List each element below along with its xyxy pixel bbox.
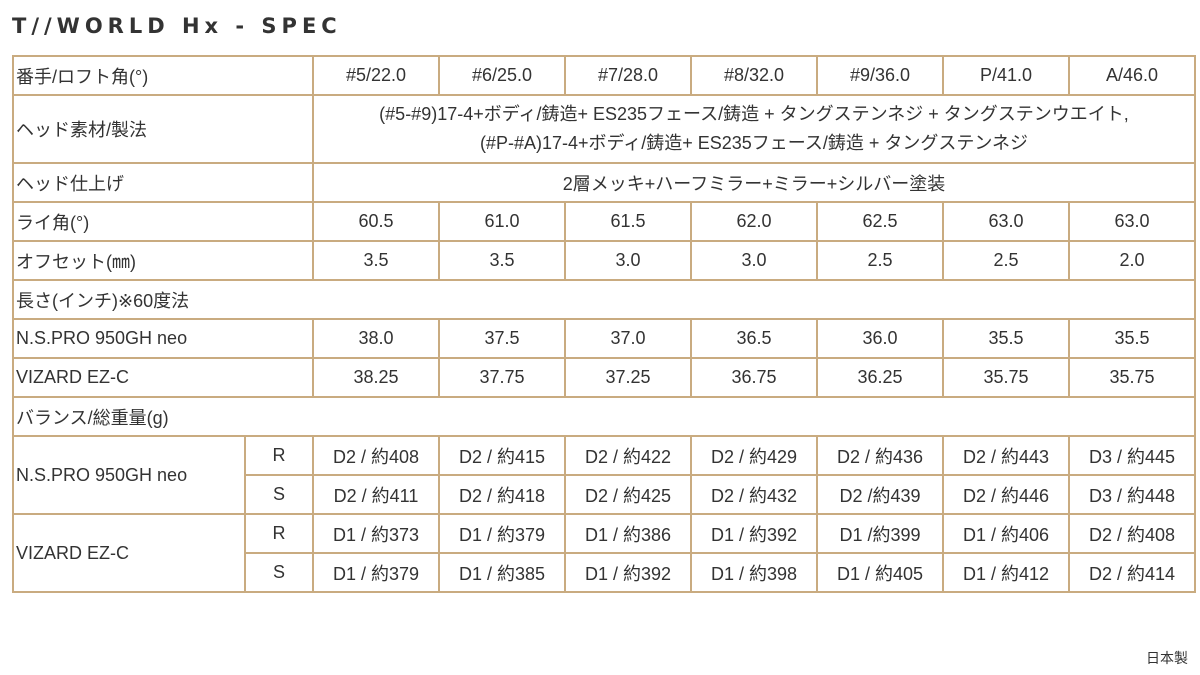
section-label: 長さ(インチ)※60度法 xyxy=(12,279,1196,320)
table-cell: D1 / 約379 xyxy=(312,552,440,593)
table-cell: D2 / 約415 xyxy=(438,435,566,476)
table-cell: D1 / 約373 xyxy=(312,513,440,554)
row-label: オフセット(㎜) xyxy=(12,240,314,281)
flex-label: R xyxy=(244,513,314,554)
head-material-row: ヘッド素材/製法 (#5-#9)17-4+ボディ/鋳造+ ES235フェース/鋳造… xyxy=(12,94,1196,164)
table-cell: D3 / 約448 xyxy=(1068,474,1196,515)
table-cell: D2 / 約432 xyxy=(690,474,818,515)
table-cell: D2 / 約443 xyxy=(942,435,1070,476)
table-cell: D2 /約439 xyxy=(816,474,944,515)
table-cell: 62.0 xyxy=(690,201,818,242)
column-header: #7/28.0 xyxy=(564,55,692,96)
row-label: ヘッド仕上げ xyxy=(12,162,314,203)
made-in-japan-note: 日本製 xyxy=(1146,650,1188,666)
table-cell: D1 / 約398 xyxy=(690,552,818,593)
table-cell: 63.0 xyxy=(1068,201,1196,242)
table-cell: D1 / 約412 xyxy=(942,552,1070,593)
shaft-name: N.S.PRO 950GH neo xyxy=(12,318,314,359)
table-cell: 37.5 xyxy=(438,318,566,359)
table-cell: D1 / 約386 xyxy=(564,513,692,554)
balance-header-row: バランス/総重量(g) xyxy=(12,396,1196,437)
table-cell: D2 / 約408 xyxy=(312,435,440,476)
table-cell: D2 / 約446 xyxy=(942,474,1070,515)
column-header: P/41.0 xyxy=(942,55,1070,96)
table-cell: 61.5 xyxy=(564,201,692,242)
balance-row: S D2 / 約411 D2 / 約418 D2 / 約425 D2 / 約432 D2 … xyxy=(13,474,1196,515)
balance-row: S D1 / 約379 D1 / 約385 D1 / 約392 D1 / 約398 D1 … xyxy=(13,552,1196,593)
head-finish-row: ヘッド仕上げ 2層メッキ+ハーフミラー+ミラー+シルバー塗装 xyxy=(12,162,1196,203)
table-cell: 36.0 xyxy=(816,318,944,359)
flex-label: S xyxy=(244,552,314,593)
row-label: 番手/ロフト角(°) xyxy=(12,55,314,96)
table-cell: 35.5 xyxy=(1068,318,1196,359)
table-cell: 38.0 xyxy=(312,318,440,359)
length-row: N.S.PRO 950GH neo 38.0 37.5 37.0 36.5 36.0 35.… xyxy=(12,318,1196,359)
table-cell: 60.5 xyxy=(312,201,440,242)
table-cell: 37.25 xyxy=(564,357,692,398)
shaft-name: VIZARD EZ-C xyxy=(12,357,314,398)
spec-table: 番手/ロフト角(°) #5/22.0 #6/25.0 #7/28.0 #8/32.0 #9… xyxy=(12,55,1196,593)
table-cell: D1 / 約406 xyxy=(942,513,1070,554)
table-cell: 37.75 xyxy=(438,357,566,398)
shaft-name: N.S.PRO 950GH neo xyxy=(12,435,246,515)
table-cell: 3.0 xyxy=(690,240,818,281)
table-cell: 3.5 xyxy=(312,240,440,281)
lie-row: ライ角(°) 60.5 61.0 61.5 62.0 62.5 63.0 63.0 xyxy=(12,201,1196,242)
length-row: VIZARD EZ-C 38.25 37.75 37.25 36.75 36.25 35.7… xyxy=(12,357,1196,398)
table-cell: D1 / 約392 xyxy=(690,513,818,554)
flex-label: S xyxy=(244,474,314,515)
flex-label: R xyxy=(244,435,314,476)
shaft-name: VIZARD EZ-C xyxy=(12,513,246,593)
table-cell: 35.75 xyxy=(1068,357,1196,398)
table-cell: D2 / 約422 xyxy=(564,435,692,476)
column-header: A/46.0 xyxy=(1068,55,1196,96)
table-cell: D2 / 約425 xyxy=(564,474,692,515)
material-line: (#P-#A)17-4+ボディ/鋳造+ ES235フェース/鋳造 + タングステ… xyxy=(479,133,1029,153)
table-cell: 3.5 xyxy=(438,240,566,281)
table-cell: 2.5 xyxy=(942,240,1070,281)
table-cell: 35.5 xyxy=(942,318,1070,359)
table-cell: 36.25 xyxy=(816,357,944,398)
balance-row: VIZARD EZ-C R D1 / 約373 D1 / 約379 D1 / 約386 D… xyxy=(12,513,1196,593)
table-cell: 36.5 xyxy=(690,318,818,359)
table-cell: D2 / 約436 xyxy=(816,435,944,476)
head-material-value: (#5-#9)17-4+ボディ/鋳造+ ES235フェース/鋳造 + タングステ… xyxy=(312,94,1196,164)
table-cell: 2.0 xyxy=(1068,240,1196,281)
column-header: #5/22.0 xyxy=(312,55,440,96)
column-header: #8/32.0 xyxy=(690,55,818,96)
table-cell: 37.0 xyxy=(564,318,692,359)
table-cell: D2 / 約429 xyxy=(690,435,818,476)
table-cell: 2.5 xyxy=(816,240,944,281)
table-cell: D2 / 約414 xyxy=(1068,552,1196,593)
table-cell: D1 /約399 xyxy=(816,513,944,554)
table-cell: D1 / 約405 xyxy=(816,552,944,593)
section-label: バランス/総重量(g) xyxy=(12,396,1196,437)
table-cell: D1 / 約392 xyxy=(564,552,692,593)
column-header: #9/36.0 xyxy=(816,55,944,96)
table-cell: 35.75 xyxy=(942,357,1070,398)
table-cell: D3 / 約445 xyxy=(1068,435,1196,476)
table-cell: D2 / 約411 xyxy=(312,474,440,515)
row-label: ヘッド素材/製法 xyxy=(12,94,314,164)
table-cell: 3.0 xyxy=(564,240,692,281)
table-cell: 63.0 xyxy=(942,201,1070,242)
table-cell: D2 / 約418 xyxy=(438,474,566,515)
table-cell: 36.75 xyxy=(690,357,818,398)
table-cell: D1 / 約379 xyxy=(438,513,566,554)
head-finish-value: 2層メッキ+ハーフミラー+ミラー+シルバー塗装 xyxy=(312,162,1196,203)
table-cell: 61.0 xyxy=(438,201,566,242)
balance-row: N.S.PRO 950GH neo R D2 / 約408 D2 / 約415 D2 /… xyxy=(12,435,1196,515)
table-cell: D1 / 約385 xyxy=(438,552,566,593)
page-title: T//WORLD Hx - SPEC xyxy=(12,14,342,38)
material-line: (#5-#9)17-4+ボディ/鋳造+ ES235フェース/鋳造 + タングステ… xyxy=(379,104,1129,124)
length-header-row: 長さ(インチ)※60度法 xyxy=(12,279,1196,320)
offset-row: オフセット(㎜) 3.5 3.5 3.0 3.0 2.5 2.5 2.0 xyxy=(12,240,1196,281)
table-cell: 38.25 xyxy=(312,357,440,398)
loft-row: 番手/ロフト角(°) #5/22.0 #6/25.0 #7/28.0 #8/32.0 #9… xyxy=(12,55,1196,96)
row-label: ライ角(°) xyxy=(12,201,314,242)
table-cell: D2 / 約408 xyxy=(1068,513,1196,554)
column-header: #6/25.0 xyxy=(438,55,566,96)
table-cell: 62.5 xyxy=(816,201,944,242)
